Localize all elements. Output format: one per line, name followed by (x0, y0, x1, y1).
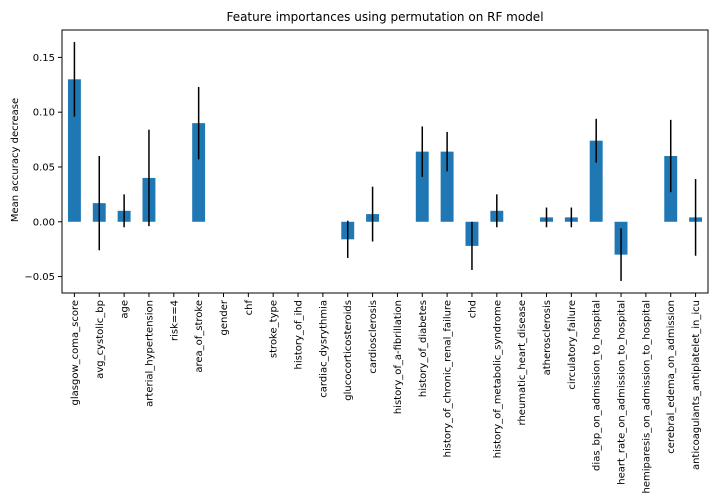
bar (589, 140, 603, 222)
plot-area: −0.05 0.00 0.05 0.10 0.15 glasgow_coma_score a… (24, 29, 709, 494)
x-tick-label: history_of_diabetes (418, 300, 429, 397)
x-tick-label: history_of_ihd (294, 300, 305, 370)
x-tick-label: cerebral_edema_on_admission (666, 300, 677, 454)
x-tick-label: heart_rate_on_admission_to_hospital (617, 300, 628, 485)
bar (192, 123, 206, 222)
x-tick-label: glasgow_coma_score (70, 300, 81, 405)
chart-title: Feature importances using permutation on… (226, 10, 543, 24)
x-tick-label: chd (467, 300, 478, 318)
y-axis-label: Mean accuracy decrease (10, 98, 21, 222)
y-tick-label: 0.05 (33, 162, 55, 173)
x-tick-label: risk==4 (169, 300, 180, 341)
x-tick-label: gender (219, 299, 230, 335)
x-tick-label: arterial_hypertension (144, 300, 155, 407)
x-tick-label: circulatory_failure (567, 300, 578, 390)
x-tick-label: history_of_chronic_renal_failure (443, 300, 454, 457)
x-tick-label: cardiac_dysrythmia (318, 300, 329, 398)
x-tick-label: dias_bp_on_admission_to_hospital (592, 300, 603, 471)
bar (67, 79, 81, 222)
x-tick-label: rheumatic_heart_disease (517, 300, 528, 425)
bar (415, 151, 429, 222)
y-tick-label: 0.10 (33, 108, 55, 119)
y-tick-label: 0.00 (33, 217, 55, 228)
x-tick-label: history_of_metabolic_syndrome (492, 300, 503, 458)
x-tick-label: stroke_type (269, 300, 280, 358)
y-tick-label: 0.15 (33, 53, 55, 64)
y-tick-label: −0.05 (24, 272, 55, 283)
x-tick-label: history_of_a-fibrillation (393, 300, 404, 414)
x-tick-label: hemiparesis_on_admission_to_hospital (641, 300, 652, 494)
x-tick-label: anticoagulants_antiplatelet_in_icu (691, 300, 702, 470)
bar (440, 151, 454, 222)
axes-frame (61, 29, 709, 294)
x-tick-label: age (120, 300, 131, 319)
x-tick-label: area_of_stroke (194, 300, 205, 373)
x-tick-label: chf (244, 300, 255, 316)
x-tick-label: atherosclerosis (542, 300, 553, 375)
x-tick-label: glucocorticosteroids (343, 300, 354, 401)
x-tick-label: cardiosclerosis (368, 300, 379, 374)
x-tick-label: avg_cystolic_bp (95, 300, 106, 379)
